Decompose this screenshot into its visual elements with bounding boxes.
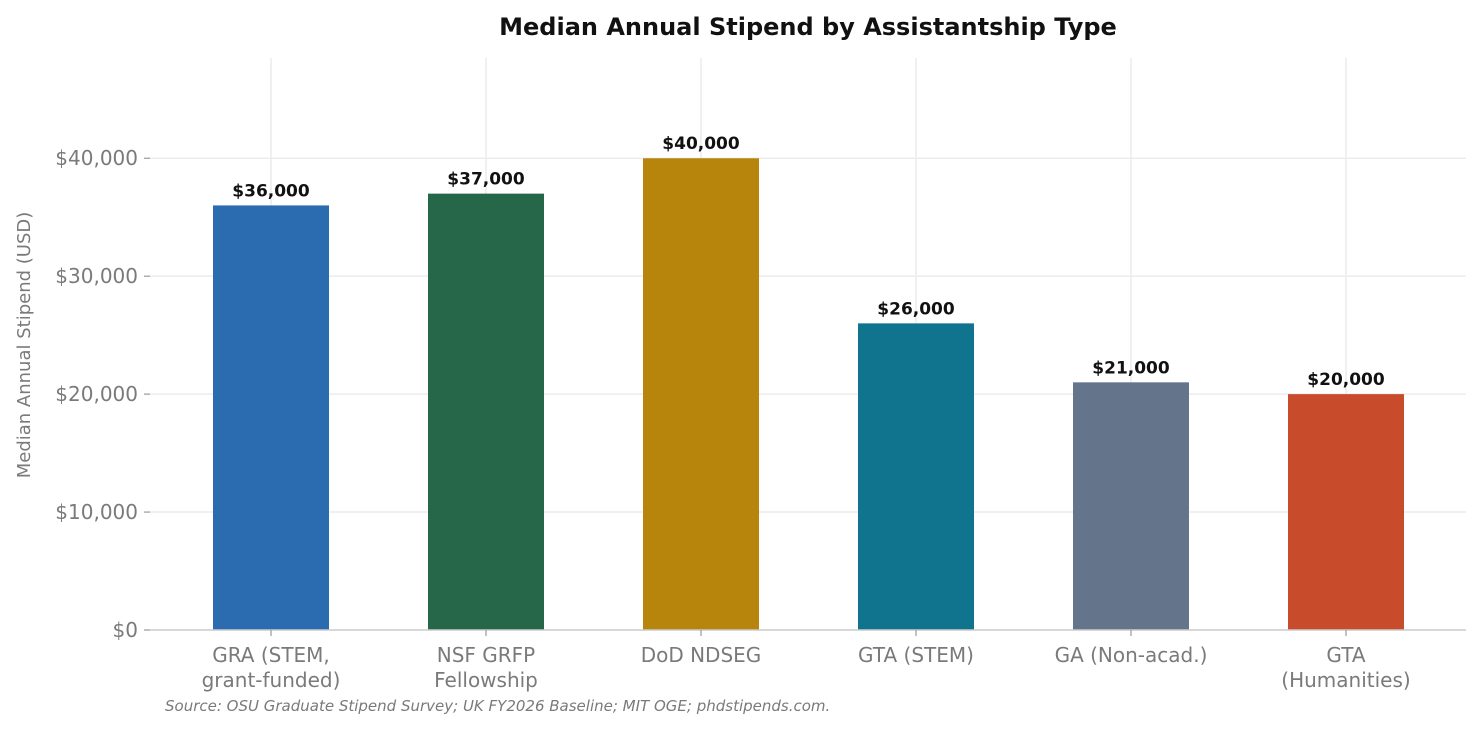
y-tick-label: $40,000 bbox=[55, 146, 138, 170]
bar bbox=[428, 193, 544, 631]
data-label: $21,000 bbox=[1092, 358, 1170, 378]
data-label: $20,000 bbox=[1307, 370, 1385, 390]
x-tick-label: GTA (Humanities) bbox=[1281, 643, 1410, 692]
y-axis-label: Median Annual Stipend (USD) bbox=[14, 212, 35, 479]
x-tick-label: NSF GRFP Fellowship bbox=[434, 643, 538, 692]
y-tick-label: $0 bbox=[113, 618, 138, 642]
y-tick-label: $30,000 bbox=[55, 264, 138, 288]
x-tick-label: DoD NDSEG bbox=[641, 643, 762, 667]
bar bbox=[213, 205, 329, 631]
y-tick-label: $20,000 bbox=[55, 382, 138, 406]
gridlines bbox=[150, 58, 1466, 630]
axis-ticks: $0 $10,000 $20,000 $30,000 $40,000 GRA (STEM,… bbox=[55, 146, 1466, 692]
data-labels: $36,000 $37,000 $40,000 $26,000 $21,000 $20,0… bbox=[232, 134, 1385, 390]
data-label: $26,000 bbox=[877, 299, 955, 319]
bar bbox=[1288, 394, 1404, 630]
source-note: Source: OSU Graduate Stipend Survey; UK … bbox=[165, 697, 830, 715]
x-tick-label: GTA (STEM) bbox=[858, 643, 974, 667]
bars bbox=[213, 158, 1404, 631]
x-tick-label: GA (Non-acad.) bbox=[1055, 643, 1208, 667]
data-label: $36,000 bbox=[232, 181, 310, 201]
bar bbox=[858, 323, 974, 630]
x-tick-label: GRA (STEM, grant-funded) bbox=[202, 643, 341, 692]
data-label: $37,000 bbox=[447, 170, 525, 190]
data-label: $40,000 bbox=[662, 134, 740, 154]
chart-title: Median Annual Stipend by Assistantship T… bbox=[499, 13, 1117, 41]
bar bbox=[1073, 382, 1189, 630]
y-tick-label: $10,000 bbox=[55, 500, 138, 524]
bar bbox=[643, 158, 759, 630]
